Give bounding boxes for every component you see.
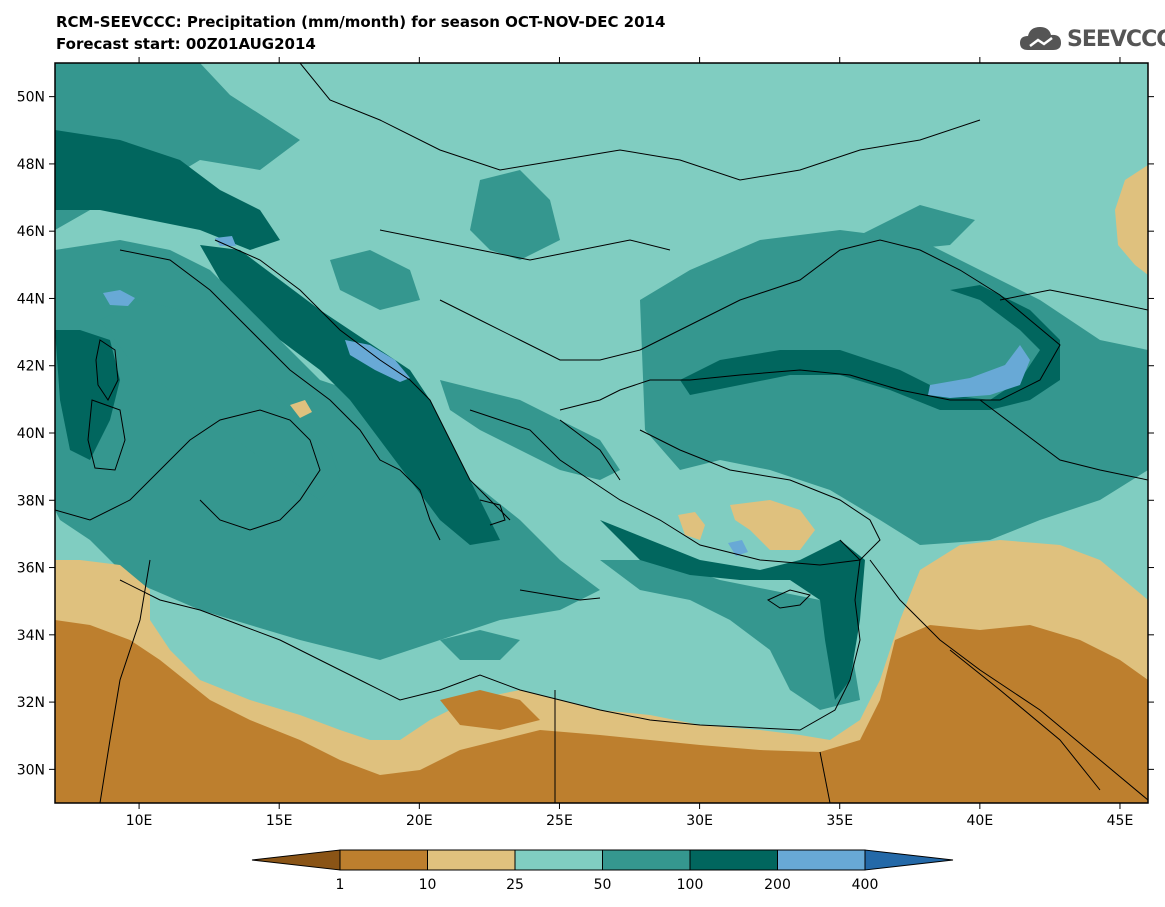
field-1-10 <box>55 620 1148 803</box>
y-tick-label: 30N <box>17 762 45 778</box>
colorbar-segment <box>514 849 603 871</box>
y-tick-label: 32N <box>17 695 45 711</box>
field-100-200 <box>55 130 1060 700</box>
y-tick-label: 38N <box>17 493 45 509</box>
x-tick-label: 25E <box>546 813 573 829</box>
x-tick-label: 10E <box>126 813 153 829</box>
colorbar-segment <box>427 849 516 871</box>
y-tick-label: 46N <box>17 224 45 240</box>
x-tick-label: 15E <box>266 813 293 829</box>
map-title-line1: RCM-SEEVCCC: Precipitation (mm/month) fo… <box>56 13 666 31</box>
x-axis: 10E 15E 20E 25E 30E 35E 40E 45E <box>126 57 1134 829</box>
seevccc-logo: SEEVCCC <box>1018 20 1165 60</box>
y-tick-label: 44N <box>17 291 45 307</box>
logo-text: SEEVCCC <box>1067 27 1165 52</box>
colorbar-segment <box>689 849 778 871</box>
colorbar: 1 10 25 50 100 200 400 <box>251 849 954 893</box>
y-tick-label: 34N <box>17 628 45 644</box>
x-tick-label: 35E <box>826 813 853 829</box>
colorbar-segment <box>602 849 691 871</box>
colorbar-level-label: 200 <box>764 877 791 893</box>
colorbar-level-label: 10 <box>419 877 437 893</box>
x-tick-label: 40E <box>967 813 994 829</box>
colorbar-segment <box>777 849 866 871</box>
colorbar-level-label: 50 <box>594 877 612 893</box>
colorbar-level-label: 400 <box>852 877 879 893</box>
x-tick-label: 20E <box>406 813 433 829</box>
x-tick-label: 30E <box>686 813 713 829</box>
y-tick-label: 48N <box>17 157 45 173</box>
y-tick-label: 50N <box>17 90 45 106</box>
y-tick-label: 42N <box>17 359 45 375</box>
field-200-400 <box>103 236 1030 556</box>
colorbar-level-label: 25 <box>506 877 524 893</box>
cloud-icon <box>1020 27 1061 50</box>
x-tick-label: 45E <box>1107 813 1134 829</box>
map-title-line2: Forecast start: 00Z01AUG2014 <box>56 35 316 53</box>
colorbar-level-label: 1 <box>336 877 345 893</box>
y-tick-label: 36N <box>17 561 45 577</box>
y-axis: 50N 48N 46N 44N 42N 40N 38N 36N 34N 32N 30N <box>17 90 1154 778</box>
colorbar-segment <box>339 849 428 871</box>
map-fields <box>55 63 1148 803</box>
colorbar-level-label: 100 <box>677 877 704 893</box>
coastlines <box>55 63 1148 803</box>
colorbar-min-arrow <box>251 849 341 871</box>
colorbar-max-arrow <box>864 849 954 871</box>
y-tick-label: 40N <box>17 426 45 442</box>
